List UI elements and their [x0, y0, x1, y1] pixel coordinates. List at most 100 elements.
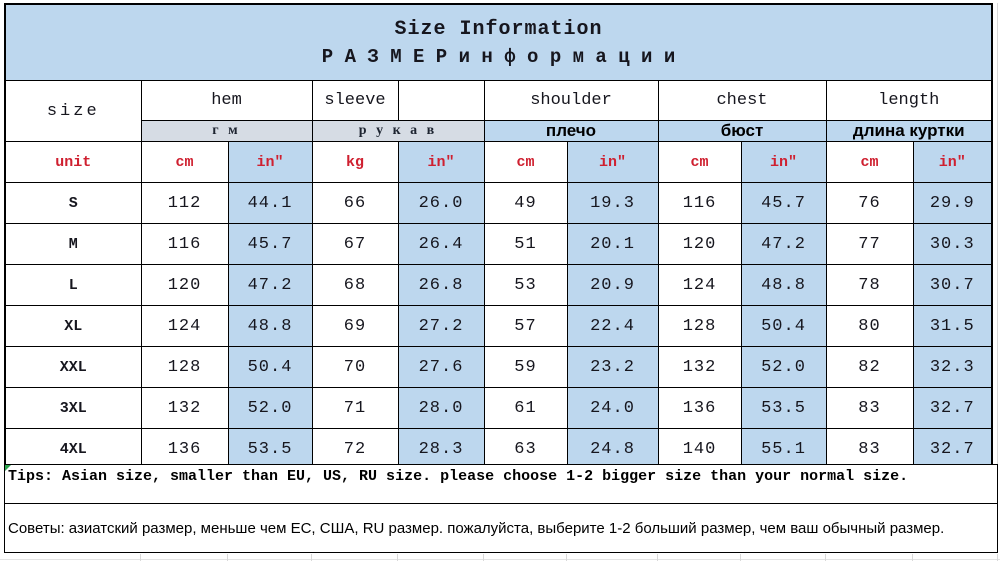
size-label: XXL	[4, 346, 142, 388]
data-cell: 27.2	[397, 305, 485, 347]
data-cell: 50.4	[227, 346, 313, 388]
unit-sleeve-kg: kg	[311, 141, 399, 183]
data-cell: 77	[825, 223, 914, 265]
data-cell: 59	[483, 346, 568, 388]
data-cell: 140	[657, 428, 742, 471]
data-cell: 70	[311, 346, 399, 388]
data-cell: 136	[140, 428, 229, 471]
table-row-xxl: XXL 128 50.4 70 27.6 59 23.2 132 52.0 82…	[4, 346, 993, 388]
tips-english: Tips: Asian size, smaller than EU, US, R…	[4, 464, 998, 504]
sheet-gridline	[997, 3, 998, 464]
data-cell: 28.0	[397, 387, 485, 429]
data-cell: 48.8	[740, 264, 827, 306]
unit-length-in: in″	[912, 141, 993, 183]
data-cell: 68	[311, 264, 399, 306]
data-cell: 83	[825, 387, 914, 429]
table-row-3xl: 3XL 132 52.0 71 28.0 61 24.0 136 53.5 83…	[4, 387, 993, 429]
size-label: XL	[4, 305, 142, 347]
unit-label: unit	[4, 141, 142, 183]
data-cell: 76	[825, 182, 914, 224]
size-label: 4XL	[4, 428, 142, 471]
tips-english-text: Tips: Asian size, smaller than EU, US, R…	[8, 468, 909, 485]
cell-comment-marker-icon	[5, 465, 11, 471]
col-header-length: length	[825, 80, 993, 121]
col-subheader-sleeve-ru: р у к а в	[311, 120, 485, 142]
data-cell: 78	[825, 264, 914, 306]
data-cell: 71	[311, 387, 399, 429]
sheet-gridline	[997, 554, 998, 561]
table-row-m: M 116 45.7 67 26.4 51 20.1 120 47.2 77 3…	[4, 223, 993, 265]
unit-shoulder-cm: cm	[483, 141, 568, 183]
data-cell: 26.0	[397, 182, 485, 224]
data-cell: 29.9	[912, 182, 993, 224]
unit-sleeve-in: in″	[397, 141, 485, 183]
data-cell: 31.5	[912, 305, 993, 347]
col-header-sleeve: sleeve	[311, 80, 399, 121]
data-cell: 132	[657, 346, 742, 388]
data-cell: 120	[140, 264, 229, 306]
sheet-gridline	[483, 554, 484, 561]
data-cell: 24.8	[566, 428, 659, 471]
data-cell: 55.1	[740, 428, 827, 471]
col-subheader-shoulder-ru: плечо	[483, 120, 659, 142]
sheet-gridline	[566, 554, 567, 561]
data-cell: 67	[311, 223, 399, 265]
sheet-gridline	[140, 554, 141, 561]
title-row: Size Information Р А З М Е Р и н ф о р м…	[4, 3, 993, 81]
sheet-gridline	[227, 554, 228, 561]
col-subheader-chest-ru: бюст	[657, 120, 827, 142]
unit-chest-cm: cm	[657, 141, 742, 183]
unit-hem-cm: cm	[140, 141, 229, 183]
data-cell: 57	[483, 305, 568, 347]
data-cell: 32.7	[912, 428, 993, 471]
data-cell: 19.3	[566, 182, 659, 224]
col-subheader-hem-ru: г м	[140, 120, 313, 142]
data-cell: 45.7	[227, 223, 313, 265]
data-cell: 69	[311, 305, 399, 347]
table-row-l: L 120 47.2 68 26.8 53 20.9 124 48.8 78 3…	[4, 264, 993, 306]
data-cell: 112	[140, 182, 229, 224]
title-english: Size Information	[394, 17, 603, 41]
sheet-gridline	[397, 554, 398, 561]
data-cell: 47.2	[227, 264, 313, 306]
data-cell: 61	[483, 387, 568, 429]
data-cell: 47.2	[740, 223, 827, 265]
data-cell: 66	[311, 182, 399, 224]
size-label: M	[4, 223, 142, 265]
data-cell: 136	[657, 387, 742, 429]
col-header-chest: chest	[657, 80, 827, 121]
sheet-gridline	[311, 554, 312, 561]
size-table: Size Information Р А З М Е Р и н ф о р м…	[4, 3, 994, 471]
data-cell: 24.0	[566, 387, 659, 429]
col-header-hem: hem	[140, 80, 313, 121]
data-cell: 27.6	[397, 346, 485, 388]
table-row-4xl: 4XL 136 53.5 72 28.3 63 24.8 140 55.1 83…	[4, 428, 993, 471]
unit-shoulder-in: in″	[566, 141, 659, 183]
data-cell: 116	[657, 182, 742, 224]
data-cell: 120	[657, 223, 742, 265]
data-cell: 82	[825, 346, 914, 388]
tips-russian-text: Советы: азиатский размер, меньше чем ЕС,…	[8, 519, 945, 537]
data-cell: 83	[825, 428, 914, 471]
data-cell: 30.7	[912, 264, 993, 306]
data-cell: 128	[657, 305, 742, 347]
sheet-gridline	[0, 559, 1000, 560]
data-cell: 26.4	[397, 223, 485, 265]
col-header-shoulder: shoulder	[483, 80, 659, 121]
data-cell: 63	[483, 428, 568, 471]
table-row-xl: XL 124 48.8 69 27.2 57 22.4 128 50.4 80 …	[4, 305, 993, 347]
data-cell: 48.8	[227, 305, 313, 347]
size-label: L	[4, 264, 142, 306]
data-cell: 22.4	[566, 305, 659, 347]
data-cell: 50.4	[740, 305, 827, 347]
unit-row: unit cm in″ kg in″ cm in″ cm in″ cm in″	[4, 141, 993, 183]
data-cell: 44.1	[227, 182, 313, 224]
data-cell: 53.5	[227, 428, 313, 471]
header-row-russian: г м р у к а в плечо бюст длина куртки	[5, 120, 993, 142]
sheet-gridline	[657, 554, 658, 561]
data-cell: 23.2	[566, 346, 659, 388]
col-subheader-length-ru: длина куртки	[825, 120, 993, 142]
data-cell: 30.3	[912, 223, 993, 265]
data-cell: 80	[825, 305, 914, 347]
